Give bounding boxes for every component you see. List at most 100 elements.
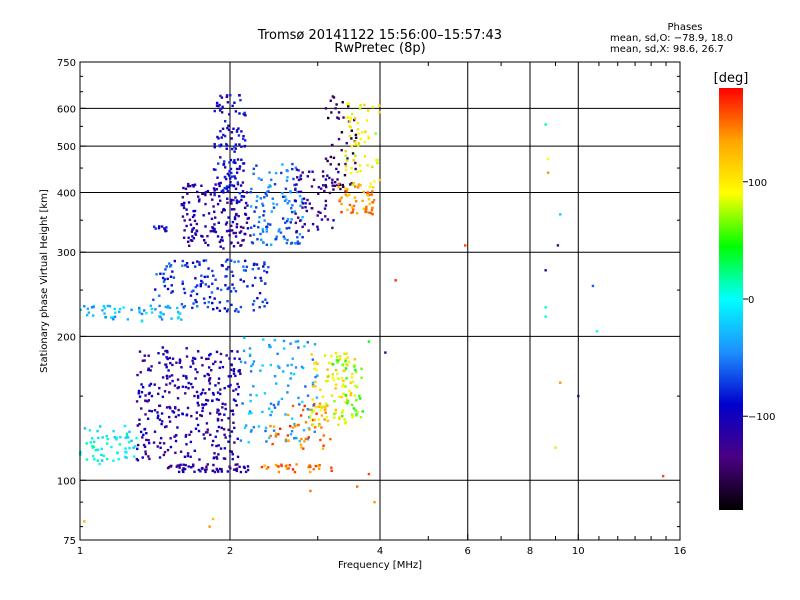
- data-point: [276, 352, 279, 356]
- data-point: [216, 419, 220, 422]
- data-point: [320, 426, 323, 429]
- data-point: [313, 426, 317, 429]
- data-point: [147, 354, 150, 357]
- data-point: [228, 174, 231, 177]
- data-point: [347, 116, 350, 119]
- data-point: [258, 291, 262, 295]
- data-point: [162, 453, 166, 457]
- data-point: [368, 185, 372, 189]
- data-point: [257, 267, 260, 270]
- data-point: [334, 387, 337, 390]
- data-point: [206, 244, 210, 247]
- data-point: [227, 265, 230, 269]
- data-point: [324, 407, 327, 410]
- data-point: [244, 201, 248, 205]
- data-point: [257, 226, 260, 229]
- data-point: [238, 231, 242, 234]
- data-point: [308, 464, 312, 468]
- data-point: [103, 312, 106, 315]
- data-point: [353, 394, 357, 397]
- data-point: [215, 467, 218, 471]
- data-point: [126, 436, 130, 439]
- data-point: [296, 190, 299, 194]
- data-point: [168, 391, 171, 394]
- data-point: [309, 418, 313, 421]
- data-point: [227, 128, 231, 132]
- data-point: [294, 188, 297, 192]
- data-point: [293, 470, 297, 474]
- data-point: [350, 129, 354, 132]
- data-point: [232, 231, 235, 235]
- data-point: [316, 374, 319, 377]
- data-point: [265, 440, 268, 443]
- data-point: [218, 195, 221, 198]
- data-point: [124, 447, 127, 450]
- data-point: [265, 190, 269, 194]
- data-point: [201, 403, 204, 406]
- data-point: [365, 207, 368, 211]
- data-point: [366, 193, 369, 197]
- data-point: [215, 306, 219, 310]
- data-point: [91, 444, 94, 448]
- data-point: [174, 451, 177, 455]
- data-point: [172, 411, 176, 414]
- data-point: [280, 464, 283, 468]
- data-point: [348, 134, 352, 138]
- data-point: [176, 464, 179, 467]
- data-point: [304, 437, 308, 441]
- data-point: [177, 408, 180, 412]
- data-point: [284, 413, 287, 416]
- data-point: [259, 232, 262, 236]
- x-tick-label: 6: [465, 546, 471, 557]
- data-point: [227, 216, 230, 219]
- data-point: [350, 112, 354, 116]
- data-point: [340, 210, 343, 214]
- data-point: [196, 396, 200, 399]
- data-point: [239, 305, 243, 309]
- data-point: [163, 228, 167, 231]
- data-point: [226, 308, 230, 311]
- data-point: [330, 469, 333, 473]
- data-point: [371, 186, 375, 189]
- data-point: [318, 463, 321, 467]
- data-point: [205, 422, 209, 425]
- data-point: [175, 306, 179, 310]
- data-point: [265, 467, 269, 470]
- data-point: [155, 273, 158, 276]
- data-point: [554, 446, 557, 449]
- data-point: [91, 314, 95, 317]
- data-point: [256, 195, 259, 198]
- data-point: [216, 235, 220, 238]
- data-point: [289, 342, 292, 345]
- data-point: [242, 349, 246, 353]
- data-point: [240, 158, 243, 161]
- data-point: [336, 361, 339, 364]
- data-point: [147, 368, 150, 372]
- data-point: [206, 189, 210, 193]
- data-point: [331, 181, 334, 184]
- data-point: [315, 368, 318, 372]
- data-point: [267, 265, 270, 269]
- data-point: [246, 204, 249, 207]
- data-point: [242, 280, 246, 283]
- data-point: [317, 467, 321, 470]
- data-point: [136, 447, 139, 451]
- data-point: [234, 399, 237, 403]
- data-point: [242, 226, 245, 229]
- data-point: [193, 470, 196, 473]
- data-point: [364, 210, 367, 213]
- data-point: [194, 265, 197, 268]
- data-point: [316, 225, 319, 228]
- data-point: [326, 159, 329, 163]
- data-point: [138, 306, 141, 310]
- data-point: [216, 470, 220, 473]
- data-point: [286, 176, 289, 179]
- data-point: [354, 200, 358, 203]
- data-point: [312, 404, 315, 407]
- data-point: [137, 389, 141, 393]
- data-point: [365, 211, 369, 214]
- data-point: [79, 450, 82, 454]
- data-point: [237, 214, 240, 218]
- data-point: [195, 229, 198, 232]
- data-point: [105, 434, 108, 438]
